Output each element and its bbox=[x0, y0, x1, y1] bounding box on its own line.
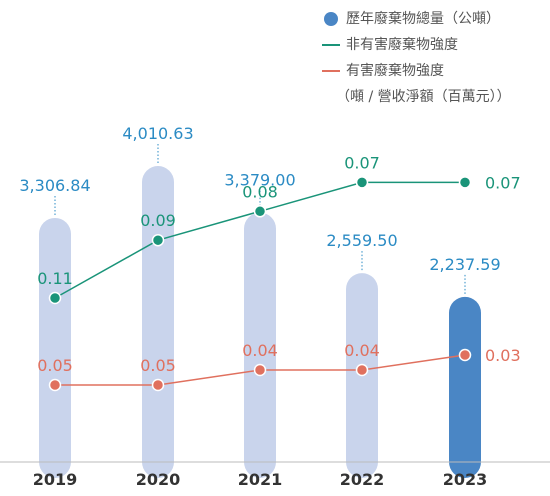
bar-value-label: 4,010.63 bbox=[122, 124, 193, 143]
intensity-lines-group bbox=[48, 176, 472, 392]
legend-total-label: 歷年廢棄物總量（公噸） bbox=[346, 11, 500, 27]
haz-point bbox=[355, 363, 369, 377]
legend-item-nonhaz: 非有害廢棄物強度 bbox=[318, 32, 548, 58]
nonhaz-point bbox=[151, 233, 165, 247]
haz-value-label: 0.04 bbox=[242, 341, 278, 360]
haz-value-label: 0.05 bbox=[140, 356, 176, 375]
haz-point bbox=[48, 378, 62, 392]
legend-item-haz: 有害廢棄物強度 bbox=[318, 58, 548, 84]
legend-dot-icon bbox=[324, 12, 338, 26]
x-tick-label: 2020 bbox=[136, 470, 181, 489]
bar-2023 bbox=[449, 296, 481, 478]
nonhaz-point bbox=[355, 176, 369, 189]
x-tick-label: 2021 bbox=[238, 470, 283, 489]
haz-value-label: 0.05 bbox=[37, 356, 73, 375]
bar-value-label: 3,306.84 bbox=[19, 176, 90, 195]
bar-2019 bbox=[39, 217, 71, 479]
legend-item-unit: （噸 / 營收淨額（百萬元）） bbox=[318, 84, 548, 110]
haz-point bbox=[253, 363, 267, 377]
bar-value-label: 3,379.00 bbox=[224, 171, 295, 190]
legend-item-total: 歷年廢棄物總量（公噸） bbox=[318, 6, 548, 32]
bar-value-label: 2,559.50 bbox=[326, 231, 397, 250]
x-tick-label: 2019 bbox=[33, 470, 78, 489]
haz-value-label: 0.03 bbox=[485, 346, 521, 365]
nonhaz-value-label: 0.09 bbox=[140, 211, 176, 230]
legend-line-icon bbox=[322, 44, 340, 46]
x-tick-label: 2023 bbox=[443, 470, 488, 489]
nonhaz-value-label: 0.07 bbox=[344, 153, 380, 172]
haz-point bbox=[151, 378, 165, 392]
bar-2021 bbox=[244, 212, 276, 478]
x-axis-labels: 2019 2020 2021 2022 2023 bbox=[33, 470, 488, 489]
legend-line-icon bbox=[322, 70, 340, 72]
legend-nonhaz-label: 非有害廢棄物強度 bbox=[346, 37, 458, 53]
nonhaz-point bbox=[48, 291, 62, 305]
haz-value-label: 0.04 bbox=[344, 341, 380, 360]
legend-haz-label: 有害廢棄物強度 bbox=[346, 63, 444, 79]
bar-value-label: 2,237.59 bbox=[429, 255, 500, 274]
labels-group: 3,306.84 4,010.63 3,379.00 2,559.50 2,237.59… bbox=[19, 124, 520, 375]
nonhaz-value-label: 0.11 bbox=[37, 269, 73, 288]
nonhaz-value-label: 0.08 bbox=[242, 182, 278, 201]
nonhaz-point bbox=[458, 176, 472, 189]
legend: 歷年廢棄物總量（公噸） 非有害廢棄物強度 有害廢棄物強度 （噸 / 營收淨額（百… bbox=[318, 6, 548, 110]
nonhaz-point bbox=[253, 205, 267, 218]
nonhaz-value-label: 0.07 bbox=[485, 173, 521, 192]
x-tick-label: 2022 bbox=[340, 470, 385, 489]
legend-intensity-unit: （噸 / 營收淨額（百萬元）） bbox=[336, 89, 511, 105]
haz-point bbox=[458, 348, 472, 362]
